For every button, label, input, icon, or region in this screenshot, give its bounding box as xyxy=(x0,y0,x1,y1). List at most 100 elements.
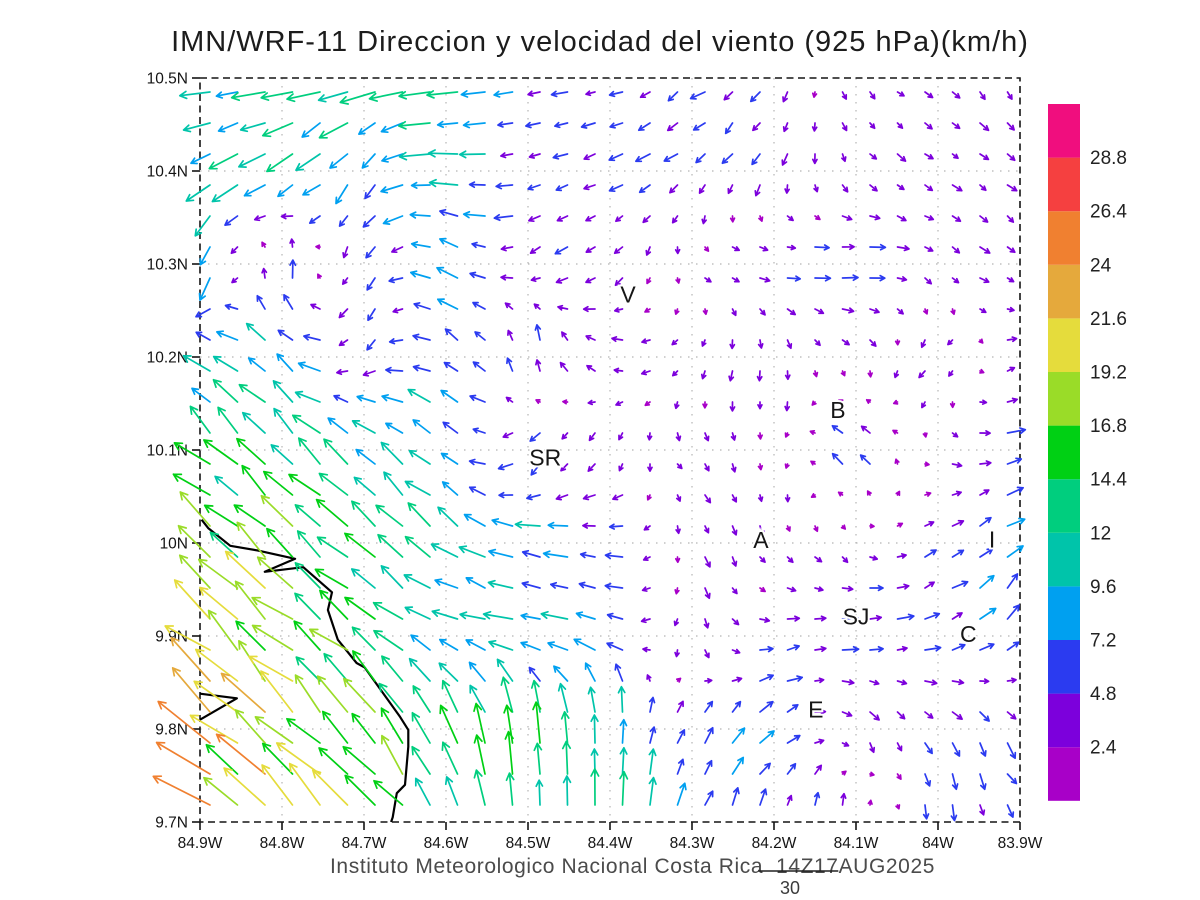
wind-arrow xyxy=(671,215,679,224)
tick-label-y: 10.5N xyxy=(147,71,188,88)
wind-arrow xyxy=(491,518,514,527)
wind-arrow xyxy=(667,91,679,102)
wind-arrow xyxy=(217,406,239,434)
wind-arrow xyxy=(590,714,599,744)
wind-arrow xyxy=(608,184,624,193)
wind-arrow xyxy=(362,215,376,228)
wind-arrow xyxy=(951,679,965,686)
wind-arrow xyxy=(254,716,294,744)
colorbar-segment xyxy=(1048,211,1080,265)
wind-arrow xyxy=(260,494,294,527)
credit-text: Instituto Meteorologico Nacional Costa R… xyxy=(330,855,936,878)
wind-arrow xyxy=(727,184,734,195)
wind-arrow xyxy=(785,525,791,532)
wind-arrow xyxy=(608,153,624,162)
wind-arrow xyxy=(368,91,404,102)
wind-arrow xyxy=(784,184,790,194)
wind-arrow xyxy=(841,307,855,314)
wind-arrow xyxy=(731,618,740,626)
wind-arrow xyxy=(411,711,431,744)
wind-arrow xyxy=(613,307,624,313)
colorbar-label: 26.4 xyxy=(1090,202,1127,223)
wind-arrow xyxy=(391,246,404,254)
wind-arrow xyxy=(642,555,651,561)
wind-arrow xyxy=(759,788,768,806)
wind-arrow xyxy=(527,184,541,191)
wind-arrow xyxy=(758,525,765,537)
wind-arrow xyxy=(472,361,486,372)
wind-arrow xyxy=(1006,711,1017,720)
wind-arrow xyxy=(704,587,711,600)
wind-arrow xyxy=(751,153,761,166)
wind-arrow xyxy=(619,770,629,806)
wind-arrow xyxy=(549,581,569,589)
wind-arrow xyxy=(704,759,713,775)
wind-arrow xyxy=(1006,457,1023,465)
wind-arrow xyxy=(588,432,596,442)
tick-label-y: 10.2N xyxy=(147,350,188,367)
wind-arrow xyxy=(756,370,763,382)
wind-arrow xyxy=(585,90,596,97)
wind-arrow xyxy=(859,454,871,465)
wind-arrow xyxy=(579,551,596,559)
wind-arrow xyxy=(380,441,404,465)
wind-arrow xyxy=(979,642,995,651)
wind-arrow xyxy=(869,153,878,160)
wind-arrow xyxy=(814,645,827,653)
wind-arrow xyxy=(203,504,239,527)
wind-arrow xyxy=(505,772,515,806)
tick-label-x: 83.9W xyxy=(998,835,1043,852)
wind-arrow xyxy=(286,717,321,744)
wind-arrow xyxy=(979,574,995,589)
wind-arrow xyxy=(498,491,514,499)
wind-arrow xyxy=(951,215,962,223)
wind-arrow xyxy=(951,742,961,757)
wind-arrow xyxy=(666,122,679,132)
wind-arrow xyxy=(1006,184,1018,192)
wind-arrow xyxy=(924,773,932,787)
wind-arrow xyxy=(869,274,886,282)
wind-arrow xyxy=(469,684,486,713)
wind-arrow xyxy=(642,646,651,653)
wind-arrow xyxy=(224,550,266,589)
wind-arrow xyxy=(731,587,738,595)
wind-arrow xyxy=(613,246,624,255)
colorbar-segment xyxy=(1048,479,1080,533)
tick-label-x: 84.1W xyxy=(834,835,879,852)
wind-arrow xyxy=(869,711,880,721)
wind-arrow xyxy=(1006,397,1018,404)
wind-arrow xyxy=(410,181,431,189)
wind-arrow xyxy=(212,355,239,372)
colorbar-segment xyxy=(1048,693,1080,748)
wind-arrow xyxy=(317,91,349,103)
wind-arrow xyxy=(896,184,905,191)
wind-arrow xyxy=(758,215,764,222)
wind-arrow xyxy=(702,308,708,316)
wind-arrow xyxy=(924,711,934,719)
wind-arrow xyxy=(979,307,987,314)
wind-arrow xyxy=(373,779,404,806)
coastline xyxy=(200,519,410,823)
wind-arrow xyxy=(413,302,431,310)
wind-arrow xyxy=(295,656,321,682)
station-label: B xyxy=(830,397,845,423)
wind-arrow xyxy=(689,91,706,100)
wind-arrow xyxy=(671,339,679,346)
wind-arrow xyxy=(532,701,542,744)
wind-arrow xyxy=(412,364,431,372)
wind-arrow xyxy=(646,674,652,682)
wind-arrow xyxy=(350,568,376,589)
wind-arrow xyxy=(353,476,376,496)
wind-arrow xyxy=(527,90,541,97)
wind-arrow xyxy=(557,682,569,713)
tick-label-y: 10.1N xyxy=(147,443,188,460)
wind-arrow xyxy=(951,462,963,468)
wind-arrow xyxy=(615,400,624,407)
wind-arrow xyxy=(275,742,321,775)
wind-arrow xyxy=(398,90,431,100)
wind-arrow xyxy=(238,153,266,168)
wind-arrow xyxy=(358,122,376,135)
wind-arrow xyxy=(951,153,959,160)
wind-arrow xyxy=(521,549,541,558)
wind-arrow xyxy=(704,494,712,504)
